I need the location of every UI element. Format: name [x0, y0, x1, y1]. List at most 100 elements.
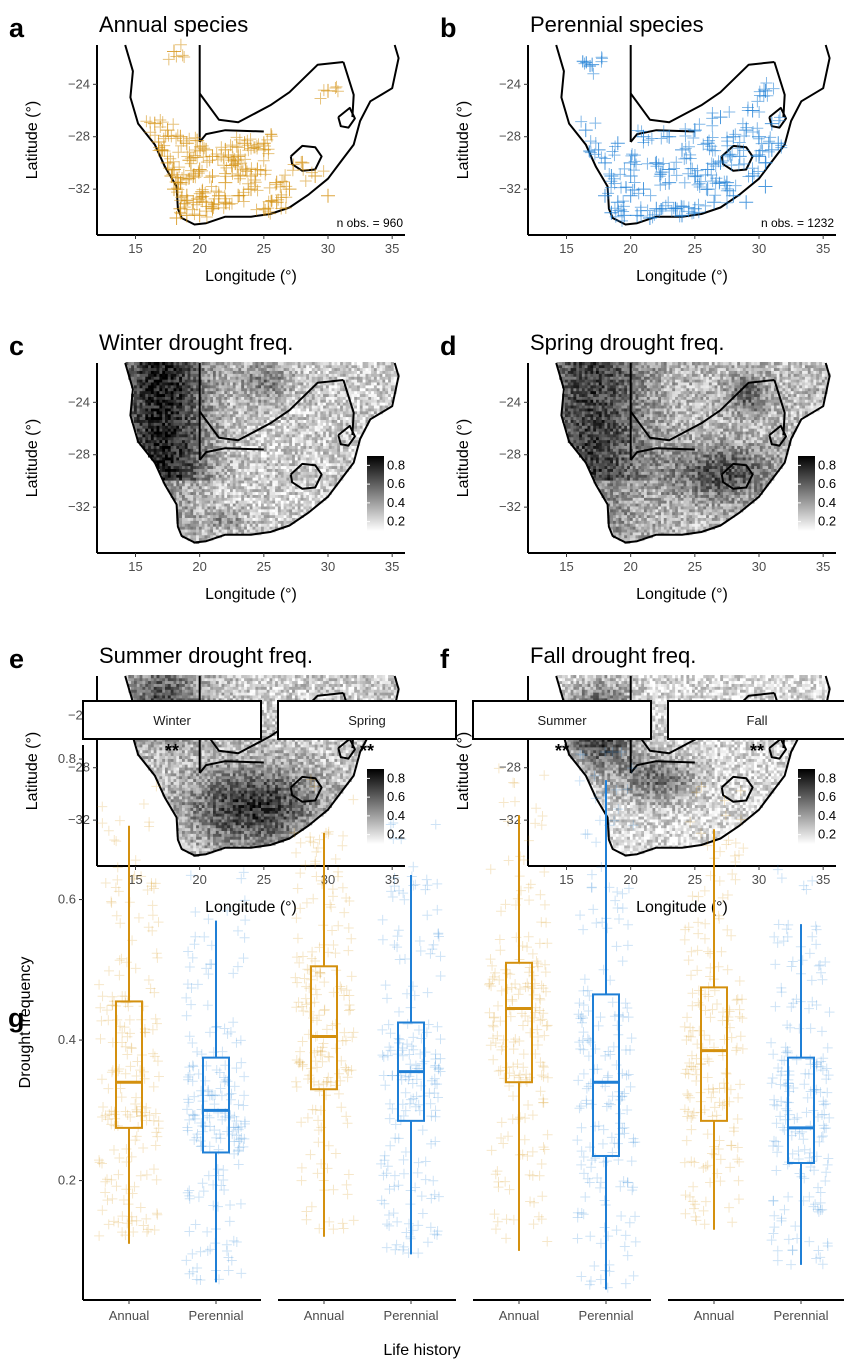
jitter-point	[715, 1154, 726, 1165]
jitter-point	[425, 1098, 436, 1109]
jitter-point	[503, 855, 514, 866]
jitter-point	[576, 1159, 587, 1170]
boundary-line-3	[342, 61, 355, 118]
jitter-point	[153, 1071, 164, 1082]
jitter-point	[343, 1005, 354, 1016]
jitter-point	[804, 948, 815, 959]
jitter-point	[149, 1225, 160, 1236]
jitter-point	[781, 924, 792, 935]
data-point	[308, 169, 323, 184]
jitter-point	[97, 818, 108, 829]
data-point	[760, 77, 773, 90]
jitter-point	[404, 1049, 415, 1060]
jitter-point	[536, 1070, 547, 1081]
jitter-point	[94, 1230, 105, 1241]
jitter-point	[501, 1233, 512, 1244]
data-point	[662, 175, 677, 190]
data-point	[178, 50, 191, 63]
jitter-point	[523, 1100, 534, 1111]
jitter-point	[339, 907, 350, 918]
jitter-point	[799, 1079, 810, 1090]
data-point	[755, 137, 768, 150]
jitter-point	[816, 1132, 827, 1143]
jitter-point	[203, 969, 214, 980]
jitter-point	[291, 1081, 302, 1092]
y-axis-title: Latitude (°)	[24, 419, 41, 497]
y-axis-title: Latitude (°)	[24, 101, 41, 179]
jitter-point	[769, 1210, 780, 1221]
jitter-point	[509, 1070, 520, 1081]
jitter-point	[330, 948, 341, 959]
jitter-point	[296, 1175, 307, 1186]
jitter-point	[537, 810, 548, 821]
box-annual	[115, 1000, 143, 1129]
jitter-point	[102, 1005, 113, 1016]
jitter-point	[124, 1014, 135, 1025]
jitter-point	[680, 1208, 691, 1219]
jitter-point	[150, 1108, 161, 1119]
jitter-point	[772, 1255, 783, 1266]
jitter-point	[627, 1185, 638, 1196]
jitter-point	[408, 1032, 419, 1043]
jitter-point	[310, 984, 321, 995]
panel-letter: a	[9, 13, 25, 43]
jitter-point	[231, 1063, 242, 1074]
jitter-point	[536, 917, 547, 928]
jitter-point	[485, 864, 496, 875]
jitter-point	[300, 860, 311, 871]
jitter-point	[712, 999, 723, 1010]
data-point	[723, 106, 736, 119]
jitter-point	[202, 1226, 213, 1237]
jitter-point	[141, 1213, 152, 1224]
jitter-point	[345, 1004, 356, 1015]
jitter-point	[343, 1169, 354, 1180]
jitter-point	[339, 990, 349, 1001]
jitter-point	[518, 1049, 529, 1060]
jitter-point	[690, 1064, 701, 1075]
jitter-point	[599, 1195, 610, 1206]
panel-title: Perennial species	[530, 12, 704, 37]
data-point	[721, 182, 734, 195]
jitter-point	[333, 920, 344, 931]
significance-label: **	[165, 741, 179, 761]
jitter-point	[597, 1138, 608, 1149]
jitter-point	[730, 838, 741, 849]
jitter-point	[778, 1122, 789, 1133]
jitter-point	[617, 956, 628, 967]
jitter-point	[768, 1141, 779, 1152]
jitter-point	[144, 821, 155, 832]
jitter-point	[118, 1195, 129, 1206]
jitter-point	[680, 1190, 691, 1201]
jitter-point	[119, 1022, 130, 1033]
jitter-point	[95, 1002, 106, 1013]
jitter-point	[330, 854, 341, 865]
jitter-point	[432, 878, 443, 889]
jitter-point	[539, 1030, 550, 1041]
jitter-point	[420, 1174, 431, 1185]
x-tick-label: 25	[257, 872, 271, 887]
jitter-point	[382, 993, 393, 1004]
jitter-point	[689, 1203, 700, 1214]
jitter-point	[235, 1035, 246, 1046]
jitter-point	[501, 1214, 512, 1225]
x-tick-label: 20	[192, 559, 206, 574]
jitter-point	[236, 873, 247, 884]
jitter-point	[215, 1083, 226, 1094]
jitter-point	[384, 1098, 395, 1109]
jitter-point	[583, 1006, 594, 1017]
jitter-point	[578, 1027, 589, 1038]
jitter-point	[576, 1011, 587, 1022]
x-tick-label: 25	[257, 241, 271, 256]
jitter-point	[197, 1178, 208, 1189]
jitter-point	[312, 1168, 323, 1179]
jitter-point	[426, 1111, 437, 1122]
jitter-point	[152, 952, 163, 963]
jitter-point	[490, 1224, 501, 1235]
legend-tick-label: 0.2	[387, 514, 405, 529]
jitter-point	[535, 1015, 546, 1026]
jitter-point	[692, 945, 703, 956]
jitter-point	[735, 1031, 746, 1042]
jitter-point	[408, 861, 419, 872]
jitter-point	[325, 899, 336, 910]
jitter-point	[622, 940, 633, 951]
